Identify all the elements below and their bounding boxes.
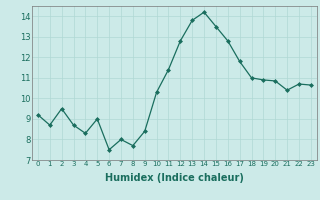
X-axis label: Humidex (Indice chaleur): Humidex (Indice chaleur) bbox=[105, 173, 244, 183]
